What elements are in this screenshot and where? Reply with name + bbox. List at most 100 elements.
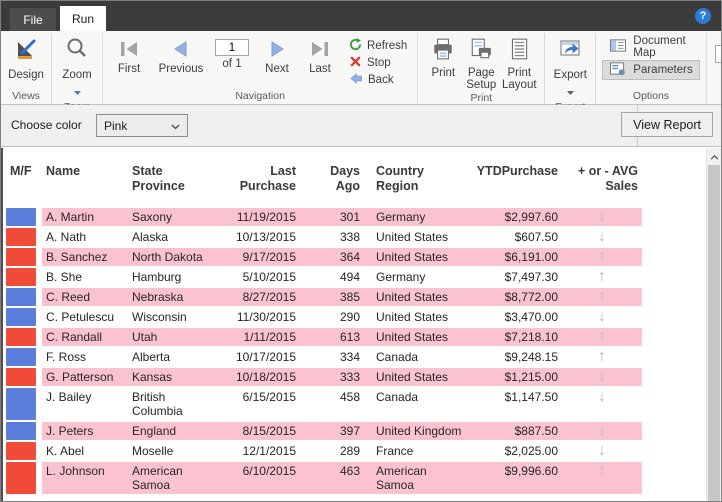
trend-arrow: ↓ [598, 368, 606, 385]
cell-avg: ↑ [562, 462, 642, 494]
row-body: A. Nath Alaska 10/13/2015 338 United Sta… [42, 228, 642, 246]
first-page-icon [118, 38, 140, 60]
trend-arrow: ↓ [598, 388, 606, 405]
cell-days: 290 [339, 310, 360, 324]
table-row: J. Bailey British Columbia 6/15/2015 458… [6, 388, 721, 420]
parameters-label: Parameters [633, 64, 693, 76]
cell-avg: ↑ [562, 348, 642, 366]
help-icon[interactable]: ? [695, 8, 711, 24]
cell-ytd: $9,996.60 [504, 464, 558, 478]
navigation-group-label: Navigation [235, 90, 285, 102]
cell-country: United Kingdom [376, 424, 462, 438]
cell-country: Germany [376, 270, 426, 284]
design-icon [13, 36, 39, 67]
stop-button[interactable]: Stop [349, 54, 407, 71]
page-setup-button[interactable]: Page Setup [462, 33, 500, 91]
gender-swatch [6, 208, 36, 226]
export-label: Export [553, 69, 587, 81]
gender-swatch [6, 308, 36, 326]
page-number-input[interactable] [215, 39, 249, 56]
gender-swatch [6, 348, 36, 366]
next-page-button[interactable]: Next [255, 33, 299, 75]
table-row: L. Johnson American Samoa 6/10/2015 463 … [6, 462, 721, 494]
cell-avg: ↓ [562, 228, 642, 246]
row-body: B. She Hamburg 5/10/2015 494 Germany $7,… [42, 268, 642, 286]
cell-ytd: $1,215.00 [504, 370, 558, 384]
cell-purchase: 6/15/2015 [242, 390, 296, 404]
table-header-row: M/F Name State Province Last Purchase Da… [6, 162, 721, 196]
cell-name: K. Abel [46, 444, 85, 458]
mf-cell [6, 442, 42, 460]
mf-cell [6, 208, 42, 226]
cell-days: 301 [339, 210, 360, 224]
cell-country: France [376, 444, 414, 458]
row-body: K. Abel Moselle 12/1/2015 289 France $2,… [42, 442, 642, 460]
vertical-scrollbar[interactable] [706, 148, 721, 501]
table-row: A. Nath Alaska 10/13/2015 338 United Sta… [6, 228, 721, 246]
title-bar: File Run ? [1, 1, 721, 31]
table-row: B. She Hamburg 5/10/2015 494 Germany $7,… [6, 268, 721, 286]
cell-days: 385 [339, 290, 360, 304]
column-header-mf: M/F [10, 164, 32, 178]
ribbon-group-export: Export Export [545, 33, 597, 113]
table-row: C. Randall Utah 1/11/2015 613 United Sta… [6, 328, 721, 346]
chevron-down-icon [73, 82, 81, 100]
table-row: B. Sanchez North Dakota 9/17/2015 364 Un… [6, 248, 721, 266]
chevron-up-icon [710, 148, 719, 165]
parameters-button[interactable]: Parameters [602, 60, 700, 80]
column-header-country-region: Country Region [376, 164, 424, 193]
first-page-button[interactable]: First [105, 33, 153, 75]
print-button[interactable]: Print [424, 33, 462, 79]
view-report-button[interactable]: View Report [621, 112, 713, 137]
ribbon: Design Views Zoom [1, 31, 721, 113]
cell-country: United States [376, 250, 449, 264]
chevron-down-icon [171, 119, 180, 133]
cell-purchase: 10/17/2015 [235, 350, 296, 364]
cell-name: L. Johnson [46, 464, 105, 478]
cell-days: 289 [339, 444, 360, 458]
table-row: G. Patterson Kansas 10/18/2015 333 Unite… [6, 368, 721, 386]
cell-purchase: 6/10/2015 [242, 464, 296, 478]
gender-swatch [6, 388, 36, 420]
cell-purchase: 1/11/2015 [243, 330, 297, 344]
previous-page-button[interactable]: Previous [153, 33, 209, 75]
export-icon [557, 36, 583, 67]
export-button[interactable]: Export [547, 33, 593, 100]
cell-name: A. Martin [46, 210, 95, 224]
cell-purchase: 11/30/2015 [236, 310, 296, 324]
print-group-label: Print [470, 92, 493, 105]
scroll-up-button[interactable] [707, 148, 721, 164]
cell-state: Alaska [132, 230, 169, 244]
tab-run[interactable]: Run [60, 6, 106, 31]
scrollbar-thumb[interactable] [708, 165, 720, 501]
cell-avg: ↓ [562, 442, 642, 460]
cell-state: Hamburg [132, 270, 182, 284]
document-map-button[interactable]: Document Map [602, 35, 699, 59]
trend-arrow: ↓ [598, 422, 606, 439]
find-input[interactable] [714, 45, 721, 63]
trend-arrow: ↑ [598, 248, 606, 265]
refresh-button[interactable]: Refresh [349, 37, 407, 54]
back-button[interactable]: Back [349, 71, 407, 88]
color-dropdown[interactable]: Pink [96, 114, 188, 137]
column-header-ytdpurchase: YTDPurchase [476, 164, 558, 178]
trend-arrow: ↑ [598, 268, 606, 285]
row-body: F. Ross Alberta 10/17/2015 334 Canada $9… [42, 348, 642, 366]
print-layout-button[interactable]: Print Layout [500, 33, 538, 91]
last-page-button[interactable]: Last [299, 33, 341, 75]
cell-country: United States [376, 330, 449, 344]
design-button[interactable]: Design [3, 33, 49, 81]
cell-state: Utah [132, 330, 158, 344]
ribbon-group-print: Print Page Setup [418, 33, 546, 105]
cell-name: J. Bailey [46, 390, 92, 404]
trend-arrow: ↑ [598, 348, 606, 365]
tab-file[interactable]: File [10, 8, 56, 31]
cell-name: G. Patterson [46, 370, 114, 384]
row-body: C. Reed Nebraska 8/27/2015 385 United St… [42, 288, 642, 306]
cell-ytd: $2,025.00 [504, 444, 558, 458]
cell-days: 334 [339, 350, 360, 364]
cell-ytd: $7,218.10 [504, 330, 558, 344]
trend-arrow: ↓ [598, 308, 606, 325]
zoom-button[interactable]: Zoom [54, 33, 100, 100]
cell-country: American Samoa [376, 464, 427, 492]
